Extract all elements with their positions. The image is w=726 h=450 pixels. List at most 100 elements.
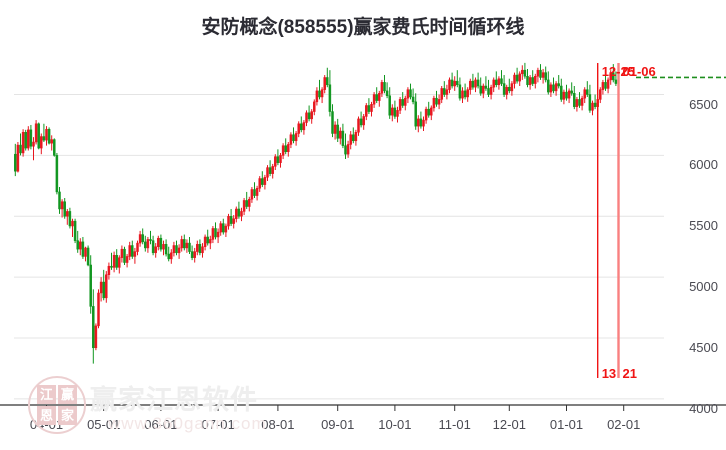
candle-body (437, 99, 441, 105)
candle-body (367, 105, 371, 112)
candle-body (292, 134, 295, 142)
candle-body (565, 91, 568, 99)
candle-body (120, 248, 124, 258)
candle-body (162, 244, 165, 250)
candle-body (193, 251, 196, 258)
candle-body (32, 141, 35, 147)
candle-body (547, 79, 550, 93)
candle-body (151, 240, 155, 254)
x-axis-tick-label: 06-01 (144, 417, 178, 432)
candle-body (266, 167, 269, 178)
candle-body (586, 89, 589, 95)
candle-body (398, 99, 402, 111)
candle-body (339, 130, 342, 139)
candle-body (604, 82, 607, 89)
candle-body (336, 124, 339, 139)
candle-body (484, 85, 488, 89)
candle-body (435, 97, 438, 105)
candle-body (495, 79, 498, 86)
candle-body (372, 94, 376, 105)
candle-body (105, 274, 108, 299)
candle-body (365, 105, 368, 117)
candle-body (55, 155, 59, 193)
candle-body (245, 200, 248, 207)
candle-body (305, 112, 308, 123)
candle-body (424, 108, 428, 121)
candle-body (172, 245, 176, 254)
candle-body (349, 134, 352, 145)
x-axis-tick-label: 05-01 (87, 417, 121, 432)
candle-body (391, 107, 394, 116)
y-axis-tick-label: 6500 (689, 96, 718, 112)
candle-body (409, 89, 412, 98)
candle-body (16, 144, 20, 172)
candle-body (112, 254, 116, 268)
candle-body (578, 99, 581, 106)
candle-body (326, 77, 329, 86)
candle-body (609, 72, 612, 81)
candle-body (502, 83, 506, 95)
candle-body (440, 88, 443, 100)
candle-body (606, 79, 610, 89)
candle-body (461, 90, 464, 99)
cycle-count-label: 21 (622, 366, 637, 381)
candle-body (281, 145, 285, 156)
candle-body (175, 245, 178, 254)
candle-body (320, 89, 324, 98)
candle-body (141, 234, 144, 243)
candle-body (482, 85, 485, 94)
candle-body (414, 101, 417, 127)
candle-body (541, 72, 545, 78)
candle-body (573, 93, 576, 107)
candle-body (544, 72, 547, 81)
cycle-date-label: 12-25 (601, 64, 635, 79)
candle-body (240, 211, 243, 217)
candle-body (253, 189, 256, 196)
candle-body (505, 86, 508, 95)
candle-body (107, 265, 111, 275)
candle-body (73, 220, 77, 241)
candle-body (362, 116, 365, 126)
candle-body (552, 84, 555, 92)
candle-body (539, 69, 542, 78)
candle-body (300, 123, 303, 131)
candle-body (258, 178, 261, 189)
x-axis-tick-label: 04-01 (29, 417, 64, 432)
candle-body (42, 136, 46, 141)
candle-body (53, 139, 56, 156)
x-axis-tick-label: 07-01 (201, 417, 235, 432)
candle-body (99, 281, 103, 294)
candle-body (294, 133, 298, 142)
candle-body (341, 130, 345, 146)
candle-body (536, 69, 540, 77)
candle-body (315, 90, 319, 103)
candle-body (331, 111, 334, 134)
candle-body (201, 246, 204, 254)
candle-body (388, 95, 391, 116)
candle-body (128, 245, 131, 257)
candle-body (396, 110, 399, 117)
candle-body (375, 94, 378, 101)
candle-body (583, 89, 586, 99)
page-title: 安防概念(858555)赢家费氏时间循环线 (201, 17, 525, 38)
candle-body (580, 97, 584, 106)
candle-body (37, 123, 40, 149)
candle-body (302, 122, 306, 131)
candle-body (29, 129, 33, 147)
candle-body (500, 78, 503, 84)
candle-body (170, 252, 173, 260)
candle-body (562, 91, 566, 100)
y-axis-tick-label: 6000 (689, 157, 718, 173)
cycle-lines-group (597, 63, 620, 378)
candle-body (271, 166, 274, 174)
candle-body (250, 189, 254, 200)
candle-body (14, 153, 17, 172)
candle-body (183, 239, 186, 249)
candle-body (235, 208, 238, 219)
candle-body (94, 325, 98, 349)
candle-body (515, 74, 519, 82)
candle-body (211, 228, 215, 240)
candle-body (89, 264, 92, 307)
candle-body (97, 292, 100, 327)
candle-body (66, 211, 69, 217)
